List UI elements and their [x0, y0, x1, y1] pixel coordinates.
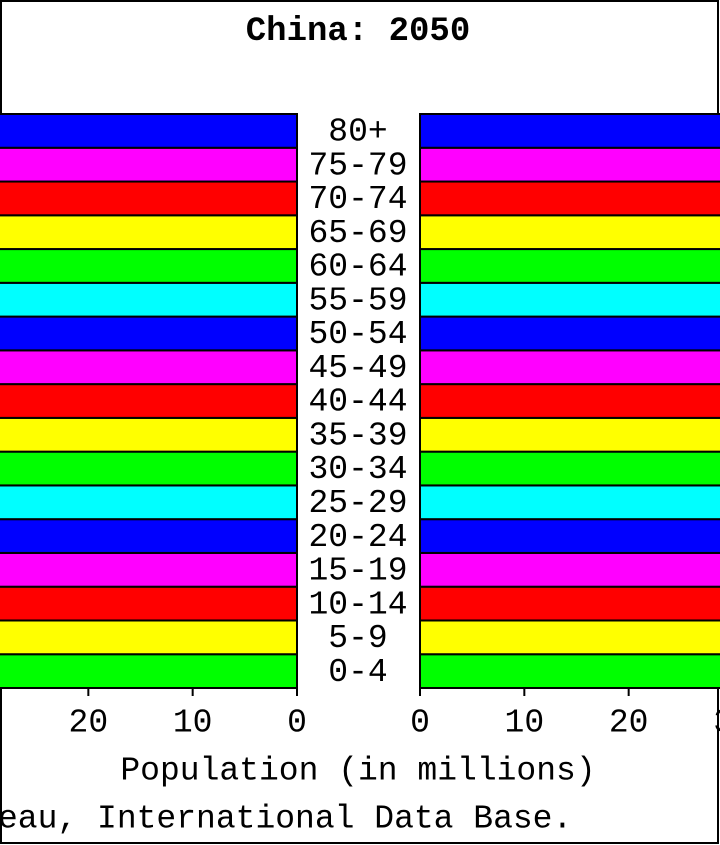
bar — [0, 349, 299, 386]
bar — [0, 484, 299, 521]
bar — [0, 585, 299, 622]
x-tick-label: 0 — [410, 705, 430, 742]
bar — [419, 416, 720, 453]
bar — [419, 518, 720, 554]
age-label: 80+ — [328, 114, 387, 151]
age-label: 40-44 — [308, 384, 407, 421]
age-label: 65-69 — [308, 215, 407, 252]
bar — [419, 484, 720, 521]
bar — [0, 281, 299, 318]
bar — [419, 113, 720, 149]
age-label: 5-9 — [328, 620, 387, 657]
age-label: 30-34 — [308, 451, 407, 488]
x-tick-label: 10 — [505, 705, 545, 742]
x-tick-label: 20 — [69, 705, 109, 742]
age-label: 75-79 — [308, 147, 407, 184]
bar — [419, 315, 720, 352]
bar — [419, 214, 720, 251]
bar — [419, 180, 720, 217]
age-label: 70-74 — [308, 181, 407, 218]
bar — [419, 585, 720, 622]
bar — [419, 450, 720, 487]
bar — [0, 416, 298, 453]
x-tick-label: 30 — [713, 705, 720, 742]
bar — [419, 281, 720, 318]
x-tick-label: 0 — [287, 705, 307, 742]
bar — [0, 450, 298, 487]
x-tick-label: 20 — [609, 705, 649, 742]
age-label: 55-59 — [308, 282, 407, 319]
age-label: 10-14 — [308, 586, 407, 623]
bar — [0, 214, 299, 251]
age-label: 25-29 — [308, 485, 407, 522]
bar — [419, 551, 720, 588]
bar — [419, 619, 720, 656]
age-label: 0-4 — [328, 654, 387, 691]
bar — [0, 383, 298, 419]
bar — [0, 113, 299, 149]
bar — [419, 349, 720, 386]
bar — [0, 551, 299, 588]
age-label: 35-39 — [308, 417, 407, 454]
x-axis-label: Population (in millions) — [120, 753, 595, 790]
age-label: 15-19 — [308, 553, 407, 590]
bar — [0, 180, 299, 217]
source-note: eau, International Data Base. — [0, 801, 572, 838]
bar — [419, 383, 720, 419]
bar — [0, 248, 298, 284]
age-label: 20-24 — [308, 519, 407, 556]
x-tick-label: 30 — [0, 705, 4, 742]
bar — [0, 619, 299, 656]
x-tick-label: 10 — [173, 705, 213, 742]
bar — [0, 653, 298, 689]
bar — [0, 315, 298, 352]
bar — [0, 518, 299, 554]
bar — [419, 248, 720, 284]
chart-title: China: 2050 — [246, 13, 470, 51]
bar — [419, 146, 720, 183]
bar — [0, 146, 299, 183]
age-label: 50-54 — [308, 316, 407, 353]
bar — [419, 653, 720, 689]
age-label: 60-64 — [308, 249, 407, 286]
age-label: 45-49 — [308, 350, 407, 387]
